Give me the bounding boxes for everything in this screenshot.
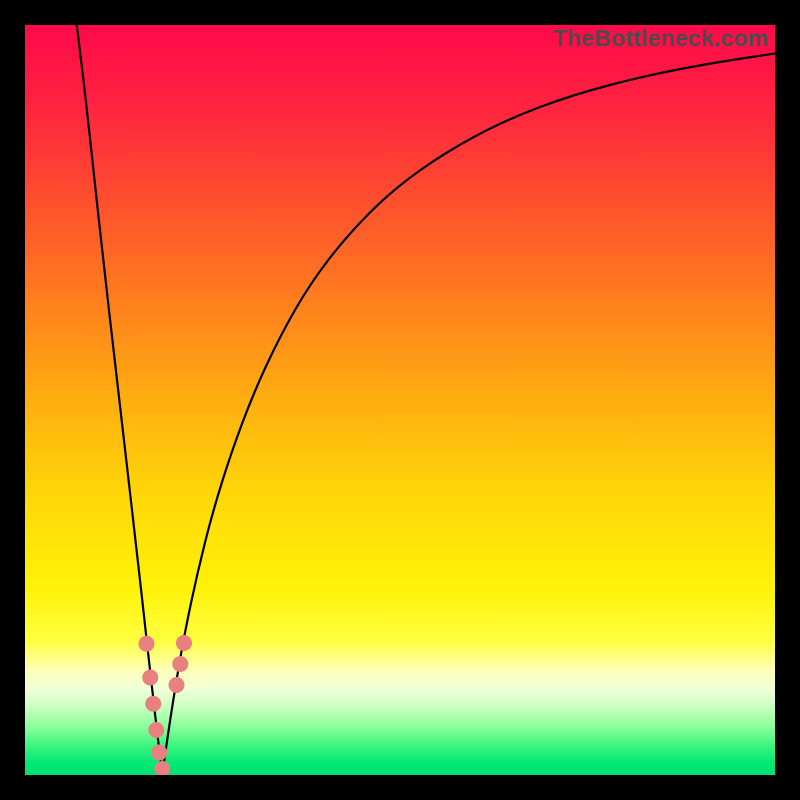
data-marker (139, 636, 155, 652)
chart-frame: TheBottleneck.com (0, 0, 800, 800)
chart-svg (25, 25, 775, 775)
data-marker (176, 635, 192, 651)
data-marker (148, 722, 164, 738)
data-marker (169, 677, 185, 693)
plot-area: TheBottleneck.com (25, 25, 775, 775)
data-marker (142, 670, 158, 686)
marker-cluster-left (139, 636, 171, 775)
data-marker (172, 656, 188, 672)
watermark-text: TheBottleneck.com (553, 25, 769, 52)
data-marker (151, 745, 167, 761)
data-marker (145, 696, 161, 712)
marker-cluster-right (169, 635, 193, 693)
bottleneck-curve (77, 25, 775, 766)
data-marker (154, 761, 170, 775)
